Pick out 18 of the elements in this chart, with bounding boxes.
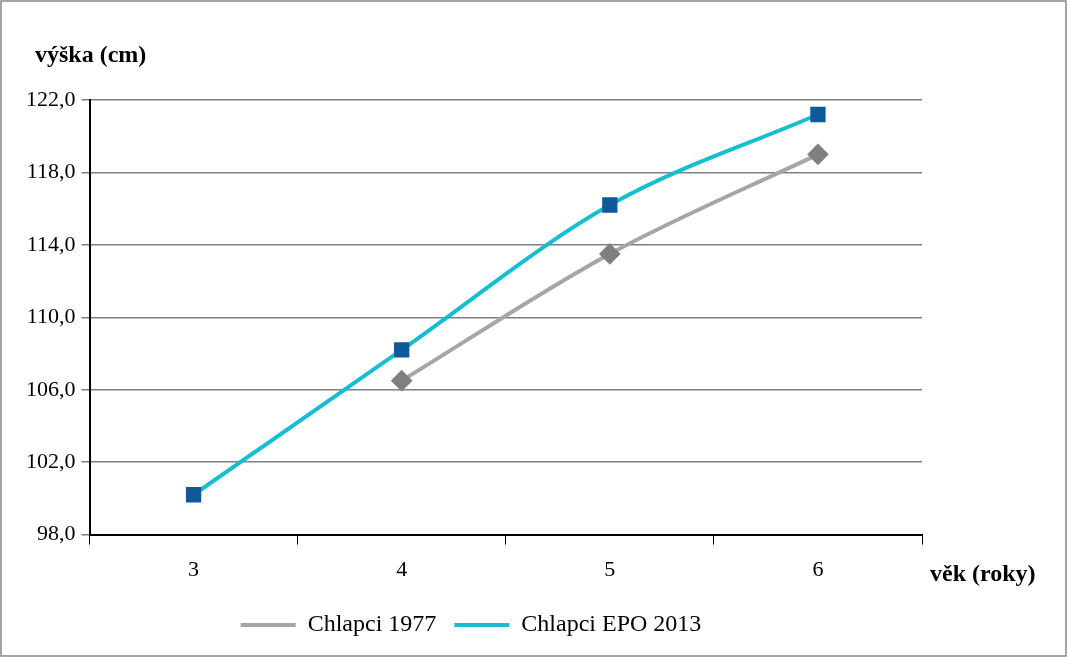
x-axis-title: věk (roky) — [930, 559, 1036, 586]
legend-label: Chlapci 1977 — [307, 610, 437, 637]
point — [391, 370, 412, 391]
y-tick-label: 118,0 — [26, 158, 76, 184]
y-tick-label: 102,0 — [26, 447, 76, 473]
y-tick-label: 114,0 — [26, 230, 76, 256]
y-tick-label: 110,0 — [26, 303, 76, 329]
y-tick-label: 98,0 — [37, 520, 76, 546]
legend-label: Chlapci EPO 2013 — [521, 610, 702, 637]
point — [599, 243, 620, 264]
x-tick-label: 4 — [396, 555, 408, 581]
x-tick-label: 3 — [188, 555, 200, 581]
point — [807, 144, 828, 165]
y-tick-label: 122,0 — [26, 85, 76, 111]
y-axis-title: výška (cm) — [35, 41, 147, 68]
y-tick-label: 106,0 — [26, 375, 76, 401]
x-tick-label: 5 — [604, 555, 616, 581]
x-tick-label: 6 — [812, 555, 824, 581]
